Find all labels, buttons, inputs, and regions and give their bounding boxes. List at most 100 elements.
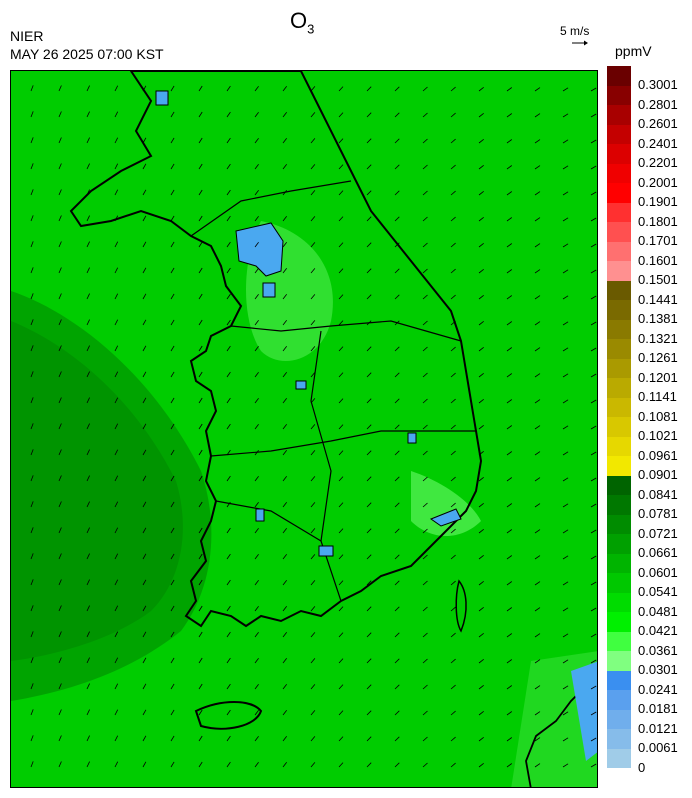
wind-arrow xyxy=(506,113,513,118)
wind-arrow xyxy=(394,320,400,326)
colorbar-tick-label: 0.1701 xyxy=(638,233,678,248)
wind-arrow xyxy=(170,475,175,482)
wind-arrow xyxy=(114,85,119,92)
colorbar-tick-label: 0.3001 xyxy=(638,77,678,92)
map-title: O3 xyxy=(290,8,314,36)
wind-arrow xyxy=(30,709,34,716)
colorbar-cell xyxy=(607,105,631,125)
wind-arrow xyxy=(86,371,90,378)
wind-arrow xyxy=(478,710,484,716)
wind-arrow xyxy=(254,423,259,430)
colorbar-tick-label: 0.0781 xyxy=(638,506,678,521)
wind-arrow xyxy=(478,242,484,248)
wind-arrow xyxy=(170,735,175,742)
wind-arrow xyxy=(366,580,372,586)
wind-arrow xyxy=(562,217,569,222)
wind-arrow xyxy=(170,319,175,326)
wind-arrow xyxy=(338,632,344,638)
wind-arrow xyxy=(282,398,288,404)
wind-arrow xyxy=(58,241,62,248)
wind-arrow xyxy=(114,423,119,430)
colorbar-tick-label: 0.1321 xyxy=(638,330,678,346)
wind-arrow xyxy=(478,632,484,638)
wind-arrow xyxy=(86,397,90,404)
wind-arrow xyxy=(590,399,597,404)
wind-arrow xyxy=(394,528,400,534)
wind-arrow xyxy=(478,684,484,690)
wind-arrow xyxy=(226,293,231,300)
wind-arrow xyxy=(254,553,259,560)
wind-arrow xyxy=(114,163,119,170)
wind-arrow xyxy=(478,450,484,456)
wind-arrow xyxy=(534,737,541,742)
province-border-ns xyxy=(310,330,342,602)
wind-arrow xyxy=(58,449,62,456)
wind-arrow xyxy=(170,397,175,404)
wind-arrow xyxy=(170,527,175,534)
wind-arrow xyxy=(86,267,90,274)
wind-arrow xyxy=(142,345,147,352)
wind-arrow xyxy=(394,294,400,300)
wind-arrow xyxy=(366,216,372,222)
wind-arrow xyxy=(86,527,90,534)
wind-arrow xyxy=(450,554,456,560)
wind-arrow xyxy=(58,189,62,196)
colorbar-tick-label: 0.2401 xyxy=(638,135,678,151)
wind-arrow xyxy=(422,346,428,352)
wind-arrow xyxy=(478,424,484,430)
wind-arrow xyxy=(506,607,513,612)
wind-arrow xyxy=(338,580,344,586)
wind-arrow xyxy=(254,605,259,612)
wind-arrow xyxy=(226,475,231,482)
wind-arrow xyxy=(30,215,34,222)
wind-reference-label: 5 m/s xyxy=(560,24,590,38)
wind-arrow xyxy=(142,709,147,716)
wind-arrow xyxy=(282,112,288,118)
wind-arrow xyxy=(114,475,119,482)
wind-arrow xyxy=(170,631,175,638)
wind-arrow xyxy=(86,579,90,586)
wind-arrow xyxy=(30,553,34,560)
wind-arrow xyxy=(58,709,62,716)
wind-arrow xyxy=(114,371,119,378)
wind-arrow xyxy=(114,449,119,456)
wind-arrow xyxy=(310,294,316,300)
colorbar-cell xyxy=(607,592,631,612)
wind-arrow xyxy=(590,607,597,612)
wind-arrow xyxy=(366,554,372,560)
wind-arrow xyxy=(534,399,541,404)
wind-arrow xyxy=(30,137,34,144)
wind-arrow xyxy=(450,476,456,482)
wind-arrow xyxy=(534,243,541,248)
wind-arrow xyxy=(562,269,569,274)
wind-arrow xyxy=(198,579,203,586)
wind-arrow xyxy=(310,398,316,404)
wind-arrow xyxy=(226,397,231,404)
wind-arrow xyxy=(590,321,597,326)
wind-arrow xyxy=(226,631,231,638)
colorbar-cell xyxy=(607,534,631,554)
wind-arrow xyxy=(366,710,372,716)
wind-arrow xyxy=(394,450,400,456)
wind-arrow xyxy=(86,683,90,690)
wind-arrow xyxy=(198,761,203,768)
wind-arrow xyxy=(254,657,259,664)
wind-arrow xyxy=(30,683,34,690)
wind-arrow xyxy=(366,502,372,508)
wind-arrow xyxy=(506,659,513,664)
wind-arrow xyxy=(170,215,175,222)
wind-arrow xyxy=(534,425,541,430)
wind-arrow xyxy=(366,294,372,300)
wind-arrow xyxy=(254,241,259,248)
wind-arrow xyxy=(114,527,119,534)
wind-arrow xyxy=(534,529,541,534)
wind-arrow xyxy=(226,163,231,170)
wind-arrow xyxy=(282,164,288,170)
wind-arrow xyxy=(170,553,175,560)
datetime-label: MAY 26 2025 07:00 KST xyxy=(10,46,164,62)
wind-arrow xyxy=(562,113,569,118)
wind-arrow xyxy=(170,683,175,690)
wind-arrow xyxy=(198,423,203,430)
wind-arrow xyxy=(254,631,259,638)
wind-arrow xyxy=(450,138,456,144)
